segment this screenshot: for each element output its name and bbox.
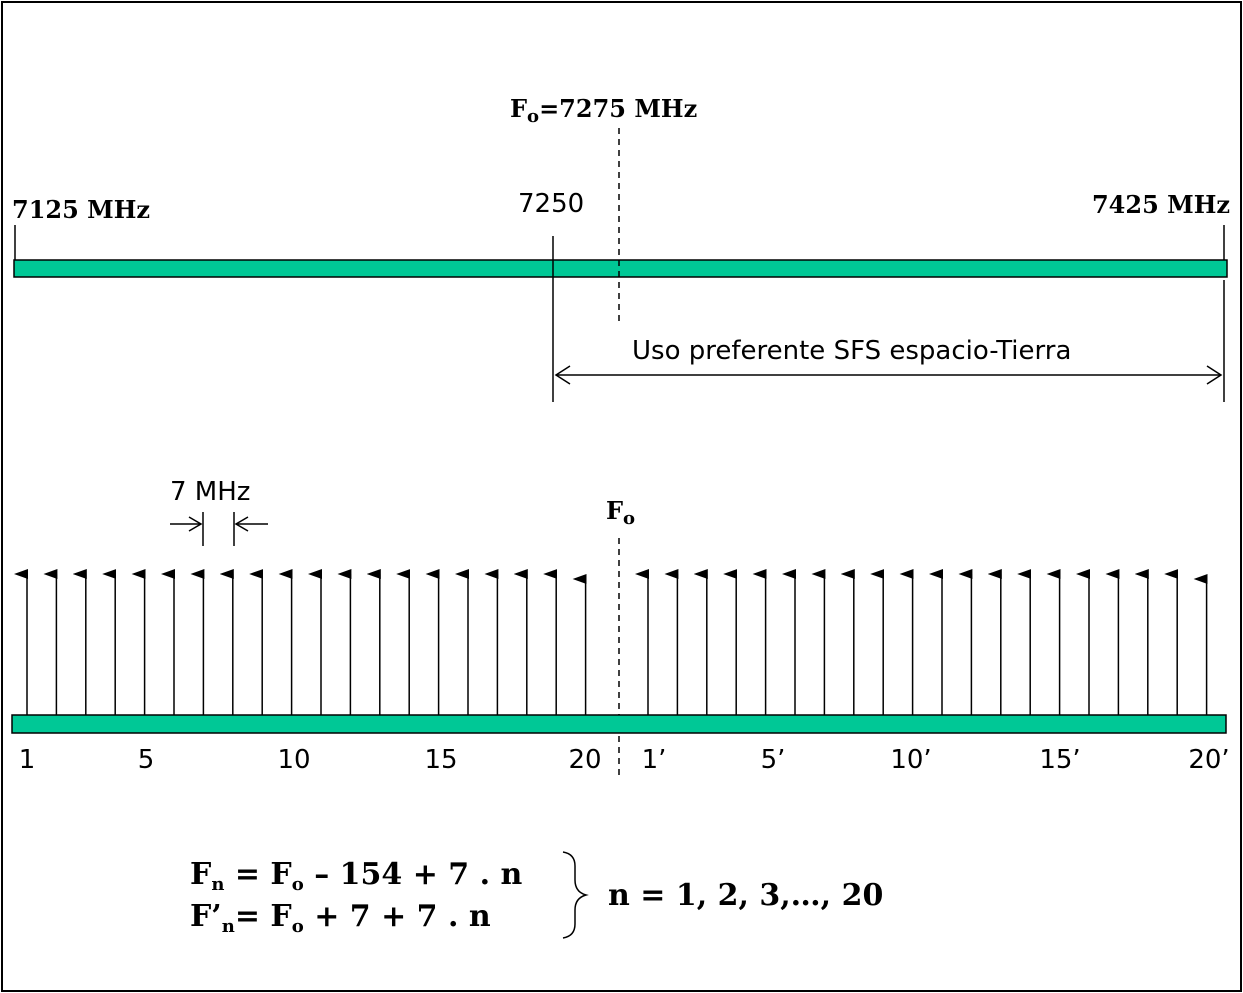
carrier-arrows — [14, 569, 1208, 715]
preferential-use-range-arrow — [554, 365, 1223, 385]
sub-band-start-label: 7250 — [518, 189, 584, 219]
channel-label-15-prime: 15’ — [1039, 745, 1080, 775]
band-start-label: 7125 MHz — [12, 195, 150, 224]
lower-band-bar — [11, 714, 1227, 734]
channel-label-10: 10 — [277, 745, 310, 775]
center-marker-label: Fo — [606, 496, 635, 529]
channel-label-1: 1 — [19, 745, 36, 775]
channel-number-labels: 1 5 10 15 20 1’ 5’ 10’ 15’ 20’ — [19, 745, 1230, 775]
channel-spacing-label: 7 MHz — [170, 477, 250, 507]
channel-label-1-prime: 1’ — [642, 745, 667, 775]
channel-label-5-prime: 5’ — [761, 745, 786, 775]
formula-index-range: n = 1, 2, 3,…, 20 — [608, 878, 883, 913]
channel-label-10-prime: 10’ — [890, 745, 931, 775]
center-frequency-label: Fo=7275 MHz — [510, 94, 697, 127]
channel-spacing-indicator — [170, 512, 268, 546]
channel-label-5: 5 — [138, 745, 155, 775]
channel-label-15: 15 — [424, 745, 457, 775]
formula-upper-channels: F’n= Fo + 7 + 7 . n — [190, 899, 491, 937]
formula-brace — [562, 851, 589, 939]
formula-lower-channels: Fn = Fo – 154 + 7 . n — [190, 857, 522, 895]
channel-label-20-prime: 20’ — [1188, 745, 1229, 775]
preferential-use-label: Uso preferente SFS espacio-Tierra — [632, 336, 1071, 366]
band-end-label: 7425 MHz — [1092, 190, 1230, 219]
channel-label-20: 20 — [568, 745, 601, 775]
upper-band-bar — [13, 259, 1228, 278]
